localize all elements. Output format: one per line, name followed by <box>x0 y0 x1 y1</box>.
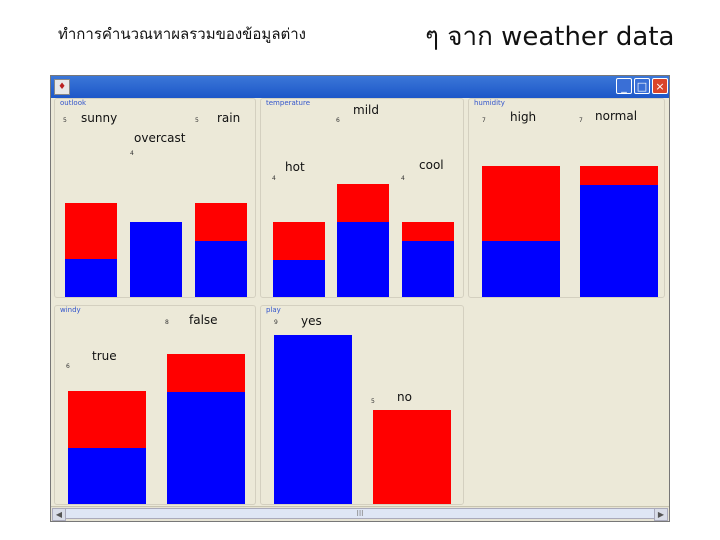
value-count: 8 <box>165 319 169 326</box>
slide-title-suffix: ๆ จาก weather data <box>425 22 675 52</box>
panel-play: play 9 yes 5 no <box>260 305 464 505</box>
bar-segment-blue <box>482 241 560 297</box>
bar <box>373 410 451 504</box>
bar-segment-blue <box>68 448 146 504</box>
bar-segment-blue <box>130 222 182 297</box>
attribute-label: humidity <box>474 99 505 107</box>
bar-segment-blue <box>337 222 389 297</box>
value-count: 5 <box>63 117 67 124</box>
panel-outlook: outlook 5 sunny 4 overcast 5 rain <box>54 98 256 298</box>
panel-humidity: humidity 7 high 7 normal <box>468 98 665 298</box>
bar-segment-red <box>68 391 146 448</box>
value-label: hot <box>285 160 305 174</box>
app-icon[interactable]: ♦ <box>54 79 70 95</box>
bar-segment-red <box>167 354 245 392</box>
bar-segment-blue <box>580 185 658 297</box>
bar <box>167 354 245 504</box>
bar <box>274 335 352 504</box>
value-label: high <box>510 110 537 124</box>
value-count: 4 <box>272 175 276 182</box>
bar-segment-red <box>580 166 658 185</box>
bar <box>337 184 389 297</box>
value-count: 5 <box>371 398 375 405</box>
attribute-label: play <box>266 306 281 314</box>
bar-segment-blue <box>402 241 454 297</box>
attribute-label: windy <box>60 306 81 314</box>
bar <box>195 203 247 297</box>
bar-segment-red <box>402 222 454 241</box>
bar-segment-red <box>482 166 560 241</box>
bar <box>580 166 658 297</box>
bar-segment-blue <box>195 241 247 297</box>
value-count: 4 <box>130 150 134 157</box>
scroll-left-arrow[interactable]: ◀ <box>52 508 66 521</box>
close-button[interactable]: × <box>652 78 668 94</box>
bar-segment-red <box>195 203 247 241</box>
value-count: 7 <box>579 117 583 124</box>
bar-segment-blue <box>167 392 245 504</box>
panel-windy: windy 6 true 8 false <box>54 305 256 505</box>
value-label: true <box>92 349 117 363</box>
value-count: 6 <box>66 363 70 370</box>
value-count: 7 <box>482 117 486 124</box>
value-count: 6 <box>336 117 340 124</box>
value-label: no <box>397 390 412 404</box>
bar-segment-red <box>65 203 117 259</box>
slide-title-thai: ทำการคำนวณหาผลรวมของข้อมูลต่าง <box>58 25 306 43</box>
scroll-thumb[interactable]: III <box>65 508 655 519</box>
bar-segment-blue <box>274 335 352 504</box>
bar-segment-red <box>373 410 451 504</box>
bar-segment-blue <box>65 259 117 297</box>
window-titlebar[interactable]: ♦ _ □ × <box>51 76 669 98</box>
scroll-right-arrow[interactable]: ▶ <box>654 508 668 521</box>
value-label: sunny <box>81 111 118 125</box>
bar <box>68 391 146 504</box>
value-count: 4 <box>401 175 405 182</box>
bar <box>402 222 454 297</box>
value-label: rain <box>217 111 241 125</box>
value-label: cool <box>419 158 444 172</box>
bar <box>130 222 182 297</box>
maximize-button[interactable]: □ <box>634 78 650 94</box>
bar <box>273 222 325 297</box>
attribute-label: outlook <box>60 99 87 107</box>
horizontal-scrollbar[interactable]: ◀ III ▶ <box>51 506 669 521</box>
minimize-button[interactable]: _ <box>616 78 632 94</box>
value-label: yes <box>301 314 322 328</box>
value-label: normal <box>595 109 638 123</box>
bar <box>482 166 560 297</box>
bar <box>65 203 117 297</box>
value-label: overcast <box>134 131 186 145</box>
panel-temperature: temperature 4 hot 6 mild 4 cool <box>260 98 464 298</box>
bar-segment-red <box>273 222 325 260</box>
attribute-label: temperature <box>266 99 310 107</box>
bar-segment-red <box>337 184 389 222</box>
value-label: false <box>189 313 218 327</box>
value-count: 9 <box>274 319 278 326</box>
bar-segment-blue <box>273 260 325 297</box>
value-label: mild <box>353 103 379 117</box>
weka-visualize-window: ♦ _ □ × outlook 5 sunny 4 overcast 5 rai… <box>50 75 670 522</box>
value-count: 5 <box>195 117 199 124</box>
